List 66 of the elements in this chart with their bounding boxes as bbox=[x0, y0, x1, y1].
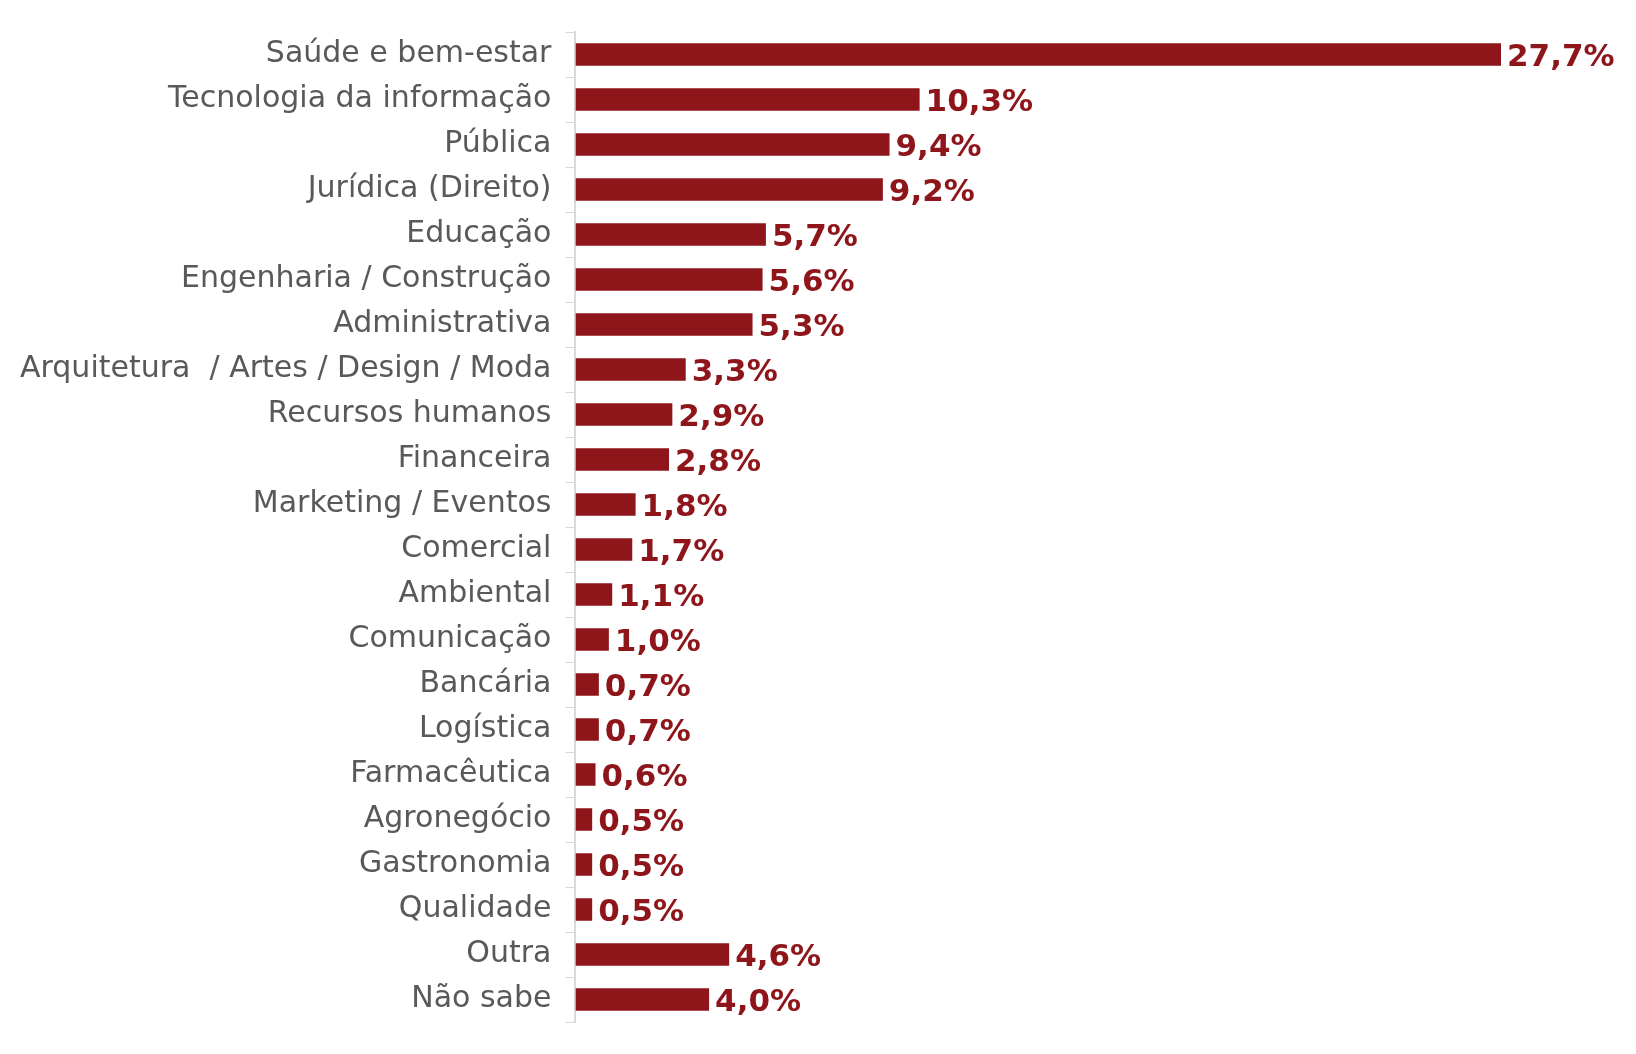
bar bbox=[575, 718, 599, 741]
bar bbox=[575, 673, 599, 696]
data-label: 27,7% bbox=[1507, 36, 1615, 73]
y-tick-label: Agronegócio bbox=[363, 799, 552, 835]
y-tick-label: Gastronomia bbox=[359, 844, 552, 880]
bar bbox=[575, 268, 763, 291]
y-tick-label: Tecnologia da informação bbox=[167, 79, 552, 115]
data-label: 0,7% bbox=[604, 711, 691, 748]
bar bbox=[575, 898, 593, 921]
y-tick-label: Administrativa bbox=[333, 304, 552, 340]
bar bbox=[575, 583, 613, 606]
bar bbox=[575, 943, 730, 966]
data-label: 10,3% bbox=[925, 81, 1034, 118]
y-tick-label: Farmacêutica bbox=[350, 754, 552, 790]
data-label: 0,6% bbox=[601, 756, 688, 793]
y-tick-label: Marketing / Eventos bbox=[252, 484, 552, 520]
data-label: 0,7% bbox=[604, 666, 691, 703]
bar bbox=[575, 403, 673, 426]
data-label: 0,5% bbox=[598, 846, 685, 883]
y-tick-label: Ambiental bbox=[398, 574, 552, 610]
data-label: 1,7% bbox=[638, 531, 725, 568]
y-tick-label: Jurídica (Direito) bbox=[305, 169, 552, 205]
bar bbox=[575, 808, 593, 831]
data-label: 9,4% bbox=[895, 126, 982, 163]
y-tick-label: Qualidade bbox=[398, 889, 552, 925]
bar bbox=[575, 538, 633, 561]
data-label: 2,8% bbox=[675, 441, 761, 478]
bar bbox=[575, 763, 596, 786]
bar bbox=[575, 628, 609, 651]
bar bbox=[575, 88, 920, 111]
bar bbox=[575, 43, 1501, 66]
y-tick-label: Engenharia / Construção bbox=[181, 259, 552, 295]
y-tick-label: Logística bbox=[418, 709, 552, 745]
bar bbox=[575, 853, 593, 876]
y-tick-label: Outra bbox=[466, 934, 552, 970]
y-tick-label: Não sabe bbox=[411, 979, 552, 1015]
data-label: 1,0% bbox=[614, 621, 701, 658]
data-label: 1,8% bbox=[641, 486, 728, 523]
bar bbox=[575, 223, 766, 246]
y-tick-label: Financeira bbox=[397, 439, 552, 475]
bar bbox=[575, 358, 686, 381]
data-label: 0,5% bbox=[598, 801, 685, 838]
data-label: 5,7% bbox=[771, 216, 858, 253]
data-label: 2,9% bbox=[678, 396, 765, 433]
data-label: 5,3% bbox=[758, 306, 845, 343]
bar bbox=[575, 493, 636, 516]
bar bbox=[575, 448, 670, 471]
data-label: 4,0% bbox=[715, 981, 802, 1018]
bar bbox=[575, 133, 890, 156]
bar bbox=[575, 313, 753, 336]
y-tick-label: Pública bbox=[444, 124, 552, 160]
data-label: 5,6% bbox=[768, 261, 855, 298]
bar bbox=[575, 988, 710, 1011]
y-tick-label: Arquitetura / Artes / Design / Moda bbox=[19, 349, 552, 385]
y-tick-label: Recursos humanos bbox=[267, 394, 552, 430]
data-label: 3,3% bbox=[691, 351, 778, 388]
data-label: 1,1% bbox=[618, 576, 705, 613]
data-label: 4,6% bbox=[735, 936, 822, 973]
y-tick-label: Comunicação bbox=[348, 619, 552, 655]
y-tick-label: Bancária bbox=[419, 664, 552, 700]
y-tick-label: Educação bbox=[406, 214, 552, 250]
y-tick-label: Comercial bbox=[401, 529, 552, 565]
y-tick-label: Saúde e bem-estar bbox=[265, 34, 553, 70]
data-label: 0,5% bbox=[598, 891, 685, 928]
data-label: 9,2% bbox=[888, 171, 975, 208]
bar bbox=[575, 178, 883, 201]
